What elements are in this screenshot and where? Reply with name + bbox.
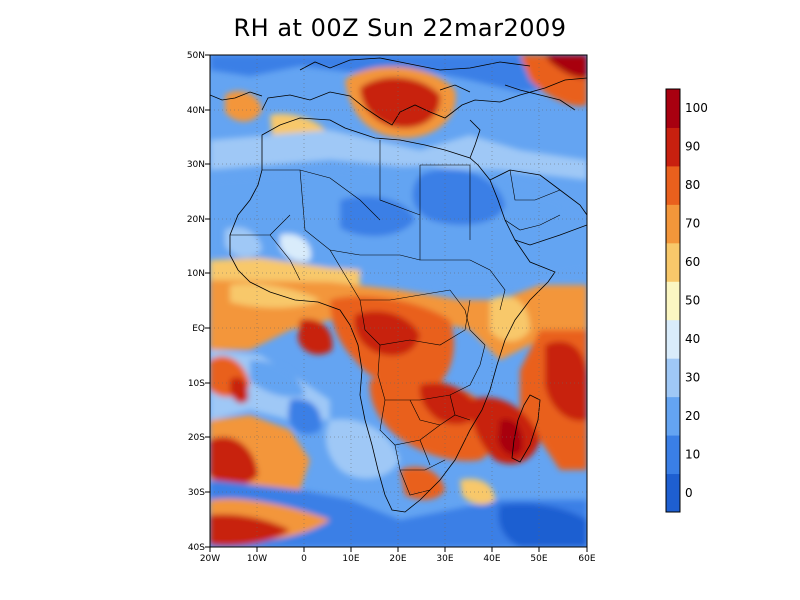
y-tick-label: 20N bbox=[187, 215, 205, 225]
x-tick-label: 60E bbox=[578, 554, 595, 564]
y-tick-labels: 50N 40N 30N 20N 10N EQ 10S 20S 30S 40S bbox=[187, 51, 205, 553]
colorbar-label: 20 bbox=[685, 409, 700, 423]
lat-lon-grid bbox=[210, 55, 587, 547]
colorbar-label: 50 bbox=[685, 294, 700, 308]
colorbar-swatch bbox=[666, 358, 680, 398]
colorbar-label: 70 bbox=[685, 217, 700, 231]
x-tick-label: 50E bbox=[530, 554, 547, 564]
y-tick-label: 20S bbox=[188, 433, 205, 443]
colorbar-label: 0 bbox=[685, 486, 693, 500]
colorbar-swatch bbox=[666, 396, 680, 436]
colorbar-label: 90 bbox=[685, 140, 700, 154]
y-axis-ticks bbox=[205, 54, 210, 548]
colorbar-swatch bbox=[666, 165, 680, 205]
x-tick-label: 10E bbox=[342, 554, 359, 564]
y-tick-label: EQ bbox=[192, 324, 205, 334]
y-tick-label: 10S bbox=[188, 379, 205, 389]
colorbar-label: 100 bbox=[685, 101, 708, 115]
colorbar-label: 40 bbox=[685, 332, 700, 346]
page-title: RH at 00Z Sun 22mar2009 bbox=[233, 14, 567, 42]
colorbar-label: 60 bbox=[685, 255, 700, 269]
x-tick-label: 20W bbox=[200, 554, 220, 564]
y-tick-label: 50N bbox=[187, 51, 205, 61]
y-tick-label: 40N bbox=[187, 106, 205, 116]
y-tick-label: 40S bbox=[188, 543, 205, 553]
x-axis-ticks bbox=[209, 547, 588, 552]
x-tick-label: 10W bbox=[247, 554, 267, 564]
x-tick-label: 30E bbox=[436, 554, 453, 564]
colorbar-swatch bbox=[666, 127, 680, 167]
colorbar-swatch bbox=[666, 242, 680, 282]
y-tick-label: 30S bbox=[188, 488, 205, 498]
rh-field bbox=[210, 55, 587, 547]
colorbar: 0 10 20 30 40 50 60 70 80 90 100 bbox=[665, 88, 708, 513]
colorbar-swatch bbox=[666, 319, 680, 359]
colorbar-label: 80 bbox=[685, 178, 700, 192]
x-tick-labels: 20W 10W 0 10E 20E 30E 40E 50E 60E bbox=[200, 554, 596, 564]
y-tick-label: 10N bbox=[187, 269, 205, 279]
y-tick-label: 30N bbox=[187, 160, 205, 170]
x-tick-label: 0 bbox=[301, 554, 307, 564]
colorbar-swatch bbox=[666, 89, 680, 128]
colorbar-swatch bbox=[666, 204, 680, 244]
colorbar-swatch bbox=[666, 435, 680, 475]
colorbar-label: 30 bbox=[685, 370, 700, 384]
x-tick-label: 40E bbox=[483, 554, 500, 564]
colorbar-frame bbox=[665, 88, 681, 513]
country-borders bbox=[230, 140, 561, 496]
x-tick-label: 20E bbox=[389, 554, 406, 564]
colorbar-swatch bbox=[666, 281, 680, 321]
colorbar-label: 10 bbox=[685, 447, 700, 461]
colorbar-swatch bbox=[666, 473, 680, 513]
coastline bbox=[210, 57, 587, 513]
